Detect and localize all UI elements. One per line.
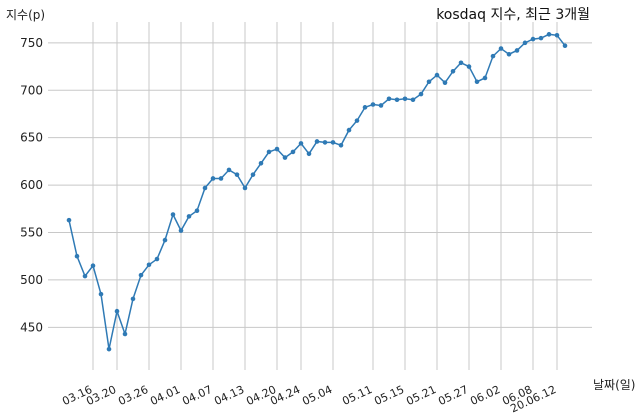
data-point: [266, 149, 272, 155]
data-point: [290, 149, 296, 155]
data-point: [538, 35, 544, 41]
y-tick-label: 600: [20, 178, 43, 192]
data-point: [346, 127, 352, 133]
data-point: [82, 273, 88, 279]
data-point: [426, 79, 432, 85]
y-axis-label: 지수(p): [6, 8, 45, 22]
data-points: [66, 32, 568, 352]
data-point: [210, 176, 216, 181]
y-tick-label: 650: [20, 131, 43, 145]
data-point: [482, 75, 488, 81]
data-point: [274, 146, 280, 152]
data-point: [370, 102, 376, 107]
data-point: [258, 160, 264, 166]
data-point: [250, 172, 256, 177]
y-tick-label: 500: [20, 273, 43, 287]
data-point: [546, 32, 552, 37]
data-point: [202, 185, 208, 191]
x-tick-label: 05.11: [340, 383, 374, 408]
y-axis-ticks: 450 500 550 600 650 700 750: [20, 36, 43, 334]
data-point: [298, 141, 304, 146]
data-point: [146, 262, 152, 268]
x-tick-label: 05.27: [436, 383, 470, 408]
x-axis-label: 날짜(일): [593, 378, 635, 392]
data-point: [506, 51, 512, 57]
data-point: [466, 64, 472, 69]
data-point: [418, 91, 424, 97]
data-point: [514, 48, 520, 53]
data-point: [530, 36, 536, 42]
data-point: [194, 208, 200, 213]
x-tick-label: 06.02: [468, 383, 502, 408]
data-point: [218, 176, 224, 181]
data-point: [498, 46, 504, 51]
x-tick-label: 04.01: [148, 383, 182, 408]
x-tick-label: 20.06.12: [508, 383, 558, 415]
y-tick-label: 450: [20, 320, 43, 334]
data-point: [378, 103, 384, 108]
data-point: [66, 217, 72, 223]
data-point: [362, 105, 368, 110]
data-point: [442, 80, 448, 85]
data-point: [402, 96, 408, 102]
y-tick-label: 550: [20, 226, 43, 240]
data-point: [162, 237, 168, 243]
data-point: [74, 253, 80, 259]
x-axis-ticks: 03.1603.2003.2604.0104.0704.1304.2004.24…: [60, 383, 558, 415]
data-point: [122, 331, 128, 337]
data-point: [450, 69, 456, 74]
data-point: [106, 346, 112, 352]
data-point: [394, 97, 400, 103]
data-point: [338, 142, 344, 148]
data-point: [178, 228, 184, 233]
data-point: [226, 167, 232, 173]
y-tick-label: 750: [20, 36, 43, 50]
data-point: [322, 140, 328, 145]
data-point: [130, 296, 136, 302]
grid-layer: [48, 22, 592, 370]
data-point: [458, 60, 464, 66]
y-tick-label: 700: [20, 83, 43, 97]
x-tick-label: 04.07: [180, 383, 214, 408]
data-point: [186, 214, 192, 219]
data-point: [314, 139, 320, 144]
data-point: [242, 185, 248, 191]
x-tick-label: 04.13: [212, 383, 246, 408]
x-tick-label: 03.26: [116, 383, 150, 408]
data-point: [98, 291, 104, 297]
x-tick-label: 05.21: [404, 383, 438, 408]
series-line: [68, 33, 566, 350]
data-point: [386, 96, 392, 102]
data-point: [170, 212, 176, 217]
data-point: [410, 97, 416, 103]
data-point: [306, 151, 312, 157]
data-point: [354, 118, 360, 123]
x-tick-label: 05.04: [300, 383, 334, 408]
data-point: [114, 308, 120, 314]
data-point: [434, 72, 440, 78]
data-point: [138, 272, 144, 278]
data-point: [490, 53, 496, 59]
data-point: [282, 155, 288, 160]
data-point: [234, 172, 240, 177]
data-point: [90, 263, 96, 268]
data-point: [522, 40, 528, 46]
data-point: [154, 256, 160, 262]
data-point: [554, 32, 560, 38]
chart-title: kosdaq 지수, 최근 3개월: [436, 7, 590, 23]
x-tick-label: 05.15: [372, 383, 406, 408]
data-point: [562, 43, 568, 49]
data-point: [330, 140, 336, 145]
data-point: [474, 79, 480, 85]
